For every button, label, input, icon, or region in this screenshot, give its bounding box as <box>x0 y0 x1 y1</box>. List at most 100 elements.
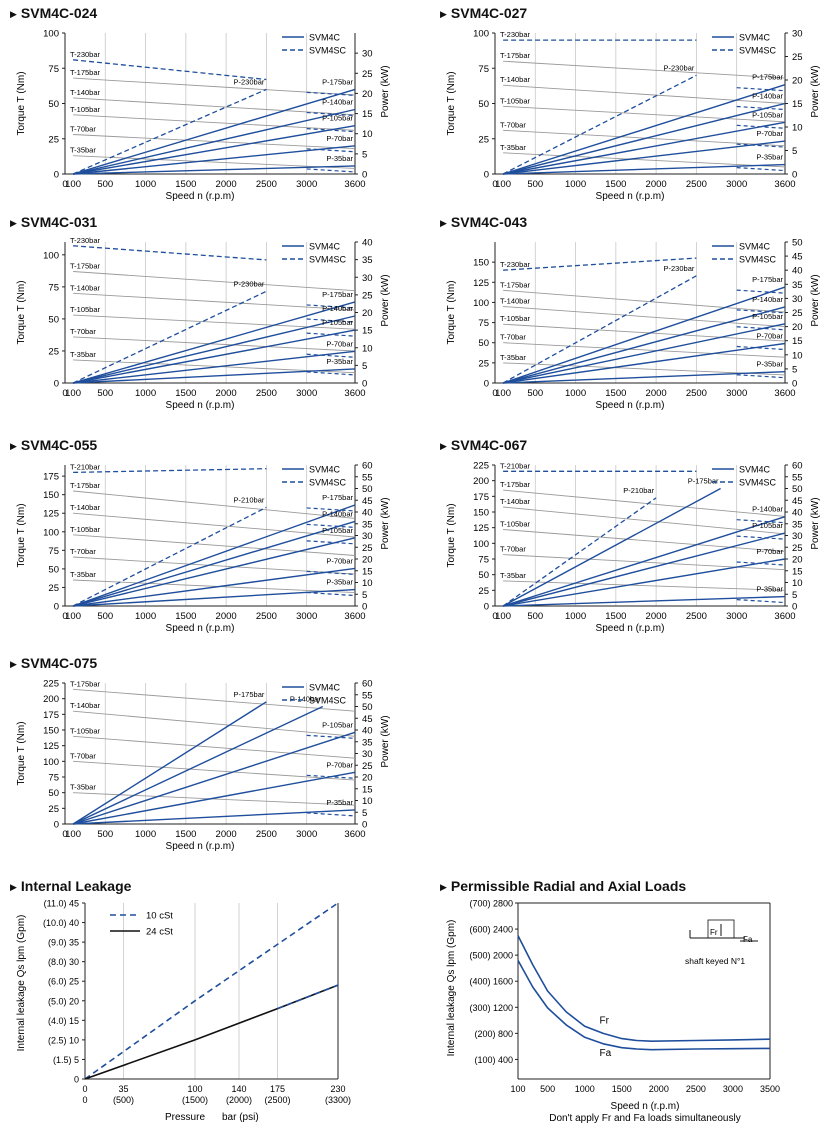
leakage-title: ▶ Internal Leakage <box>10 878 131 894</box>
y-tick-label: 50 <box>48 788 59 799</box>
y-tick-label: (6.0) 25 <box>48 977 79 987</box>
motor-chart-panel: ▶ SVM4C-043 0 25 50 75 100 125 150 0 5 10 15 20 25 30 35… <box>440 214 830 424</box>
y2-tick-label: 20 <box>792 555 803 566</box>
power-label: P-35bar <box>326 798 353 807</box>
y-tick-label: (1.5) 5 <box>53 1055 79 1065</box>
chart-title-text: SVM4C-043 <box>450 214 528 230</box>
power-label: P-35bar <box>756 153 783 162</box>
y2-tick-label: 45 <box>362 714 373 725</box>
y2-tick-label: 50 <box>362 702 373 713</box>
legend-label: SVM4C <box>309 33 341 43</box>
power-label: P-70bar <box>326 760 353 769</box>
motor-chart-panel: ▶ SVM4C-067 0 25 50 75 100 125 150 175 200 225 0 5 10 1… <box>440 437 830 647</box>
x-tick-label: 0 <box>492 179 497 190</box>
power-label: P-70bar <box>756 129 783 138</box>
y2-tick-label: 60 <box>792 461 803 472</box>
torque-label: T-105bar <box>500 314 531 323</box>
torque-label: T-35bar <box>70 570 96 579</box>
torque-label: T-175bar <box>70 481 101 490</box>
power-label: P-140bar <box>752 92 783 101</box>
x-tick-label: 3600 <box>344 829 365 840</box>
leakage-panel: ▶ Internal Leakage 0 (1.5) 5 (2.5) 10 (4.0) … <box>10 878 410 1128</box>
x-axis-label: Speed n (r.p.m) <box>596 400 665 411</box>
legend-label: SVM4C <box>309 465 341 475</box>
torque-label: T-70bar <box>70 327 96 336</box>
power-label: P-175bar <box>752 73 783 82</box>
power-line <box>502 323 786 384</box>
loads-title: ▶ Permissible Radial and Axial Loads <box>440 878 686 894</box>
x-tick-sublabel: (3300) <box>325 1095 351 1105</box>
power-line-svm4sc <box>306 540 356 545</box>
y2-tick-label: 55 <box>362 690 373 701</box>
y-tick-label: 175 <box>473 492 489 503</box>
x-tick-label: 0 <box>62 829 67 840</box>
y2-tick-label: 25 <box>362 543 373 554</box>
torque-label: T-230bar <box>70 50 101 59</box>
chart-title: ▶ SVM4C-055 <box>10 437 97 453</box>
triangle-bullet-icon: ▶ <box>440 441 447 451</box>
shaft-diagram-icon: Fr Fa shaft keyed N°1 <box>685 919 758 966</box>
x-tick-label: 2000 <box>646 179 667 190</box>
torque-line <box>503 257 697 271</box>
power-line-svm4sc <box>736 289 786 294</box>
power-line-svm4sc <box>306 371 356 376</box>
x-tick-label: 1000 <box>135 388 156 399</box>
y-axis-label: Torque T (Nm) <box>16 280 27 344</box>
torque-label: T-175bar <box>70 261 101 270</box>
y-tick-label: 25 <box>48 804 59 815</box>
y-tick-label: 75 <box>48 64 59 75</box>
x-axis-label: Speed n (r.p.m) <box>611 1101 680 1112</box>
power-line <box>73 588 356 607</box>
legend-label: SVM4C <box>739 465 771 475</box>
x-tick-label: 1500 <box>175 179 196 190</box>
torque-label: T-35bar <box>500 571 526 580</box>
curve-label: Fr <box>600 1016 610 1027</box>
x-tick-label: 3000 <box>726 388 747 399</box>
power-label: P-140bar <box>322 98 353 107</box>
y2-tick-label: 0 <box>792 170 797 181</box>
torque-label: T-105bar <box>500 520 531 529</box>
power-line <box>72 705 324 825</box>
power-label: P-105bar <box>322 526 353 535</box>
chart-title: ▶ SVM4C-067 <box>440 437 527 453</box>
torque-line <box>503 152 786 168</box>
torque-power-chart: 0255075100125150175200225051015202530354… <box>16 679 391 853</box>
power-line-svm4sc <box>306 353 356 358</box>
x-axis-label: Speed n (r.p.m) <box>596 191 665 202</box>
power-line-svm4sc <box>306 318 356 323</box>
loads-panel: ▶ Permissible Radial and Axial Loads (100… <box>440 878 830 1128</box>
power-label: P-35bar <box>756 360 783 369</box>
x-tick-label: 100 <box>65 179 81 190</box>
x-axis-label: Speed n (r.p.m) <box>166 841 235 852</box>
torque-line <box>73 292 356 311</box>
torque-line <box>73 710 356 737</box>
y2-tick-label: 5 <box>362 149 367 160</box>
y-tick-label: (500) 2000 <box>469 951 513 961</box>
y-tick-label: 25 <box>48 583 59 594</box>
torque-line <box>503 306 786 328</box>
legend-label: 10 cSt <box>146 911 173 922</box>
power-line-svm4sc <box>306 91 356 96</box>
x-tick-label: 500 <box>97 611 113 622</box>
torque-label: T-175bar <box>70 68 101 77</box>
legend-label: 24 cSt <box>146 927 173 938</box>
torque-label: T-105bar <box>500 96 531 105</box>
y-tick-label: 100 <box>43 29 59 40</box>
torque-line <box>503 323 786 342</box>
torque-label: T-230bar <box>70 236 101 245</box>
power-line <box>502 102 786 175</box>
power-line <box>502 487 721 607</box>
power-line <box>72 108 356 175</box>
x-tick-label: 3000 <box>296 179 317 190</box>
y-tick-label: 50 <box>48 314 59 325</box>
x-tick-label: 0 <box>492 611 497 622</box>
torque-line <box>503 580 786 591</box>
x-tick-label: 100 <box>495 179 511 190</box>
chart-title: ▶ SVM4C-024 <box>10 5 97 21</box>
torque-label: T-105bar <box>70 726 101 735</box>
power-line-svm4sc <box>306 111 356 117</box>
leakage-line <box>84 902 339 1080</box>
x-tick-label: 2500 <box>256 611 277 622</box>
y-tick-label: 25 <box>48 346 59 357</box>
